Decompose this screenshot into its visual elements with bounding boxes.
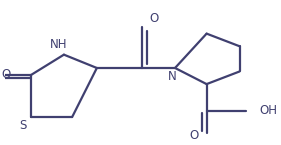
Text: NH: NH: [50, 38, 67, 51]
Text: S: S: [19, 119, 26, 132]
Text: N: N: [168, 70, 177, 83]
Text: OH: OH: [259, 104, 277, 117]
Text: O: O: [190, 129, 199, 143]
Text: O: O: [150, 12, 159, 25]
Text: O: O: [2, 68, 11, 81]
